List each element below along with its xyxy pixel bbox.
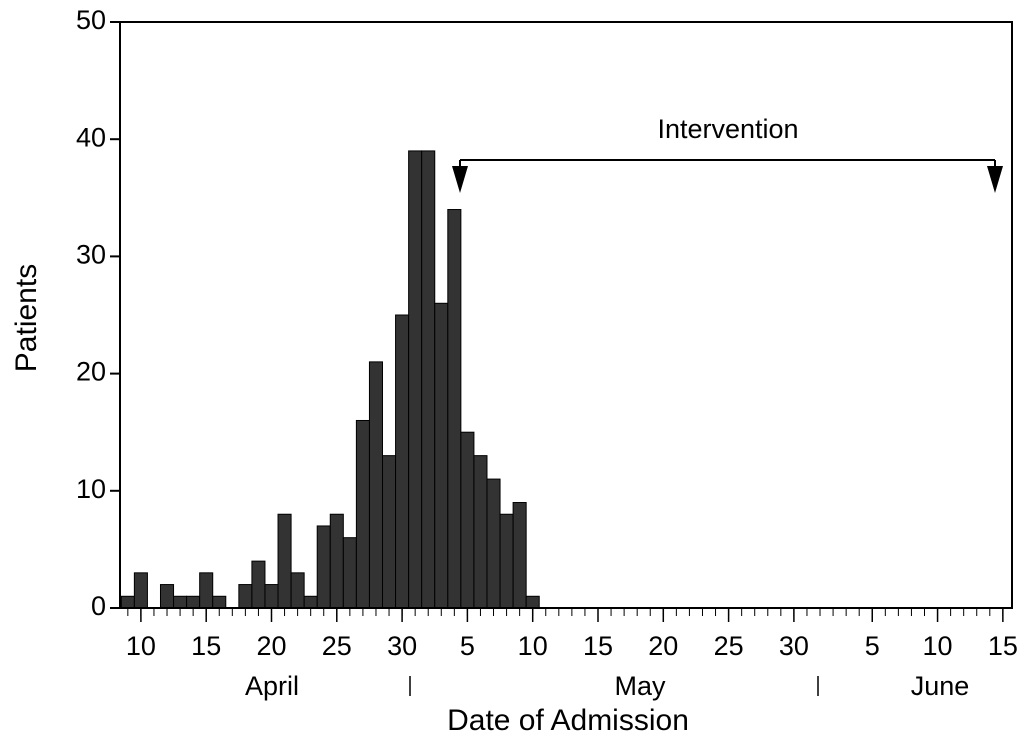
bar xyxy=(264,584,279,609)
bar xyxy=(382,455,397,609)
x-tick-label: 5 xyxy=(460,631,475,661)
y-tick-label: 0 xyxy=(91,591,106,621)
intervention-arrow xyxy=(452,159,1003,193)
bar xyxy=(251,560,266,609)
y-tick-label: 50 xyxy=(76,5,106,35)
month-label: May xyxy=(614,671,666,701)
bar xyxy=(395,314,410,609)
bar xyxy=(238,584,253,609)
bar xyxy=(316,525,331,609)
bar xyxy=(499,513,514,609)
x-tick-label: 20 xyxy=(256,631,286,661)
bar xyxy=(120,595,135,609)
bar xyxy=(212,595,227,609)
x-tick-label: 10 xyxy=(923,631,953,661)
bar xyxy=(408,150,423,609)
y-tick-label: 30 xyxy=(76,240,106,270)
x-tick-label: 25 xyxy=(322,631,352,661)
bar xyxy=(447,209,462,609)
bar xyxy=(173,595,188,609)
bar xyxy=(159,584,175,609)
x-tick-label: 5 xyxy=(865,631,880,661)
bar xyxy=(277,513,292,609)
y-tick-label: 10 xyxy=(76,474,106,504)
x-axis-label: Date of Admission xyxy=(447,704,689,737)
bar xyxy=(486,478,501,609)
bar xyxy=(133,572,148,609)
x-tick-label: 15 xyxy=(583,631,613,661)
y-tick-label: 40 xyxy=(76,122,106,152)
bar xyxy=(199,572,214,609)
bar xyxy=(473,455,488,609)
bar xyxy=(460,431,475,609)
x-tick-label: 30 xyxy=(387,631,417,661)
bar xyxy=(303,595,318,609)
bar xyxy=(290,572,305,609)
annotation: Intervention xyxy=(657,114,798,144)
x-tick-label: 25 xyxy=(714,631,744,661)
month-label: June xyxy=(911,671,970,701)
bar xyxy=(186,595,201,609)
bar xyxy=(355,419,370,609)
bar xyxy=(434,302,449,609)
month-label: April xyxy=(245,671,299,701)
bar xyxy=(368,361,384,609)
y-tick-label: 20 xyxy=(76,357,106,387)
bar xyxy=(512,502,527,609)
x-tick-label: 15 xyxy=(988,631,1018,661)
bar xyxy=(421,150,436,609)
bar xyxy=(525,595,540,609)
plot-frame xyxy=(119,21,1013,609)
bar xyxy=(329,513,344,609)
x-tick-label: 15 xyxy=(191,631,221,661)
x-tick-label: 10 xyxy=(518,631,548,661)
bar xyxy=(342,537,357,609)
y-axis-label: Patients xyxy=(10,264,43,372)
x-tick-label: 30 xyxy=(779,631,809,661)
x-tick-label: 10 xyxy=(126,631,156,661)
x-tick-label: 20 xyxy=(648,631,678,661)
